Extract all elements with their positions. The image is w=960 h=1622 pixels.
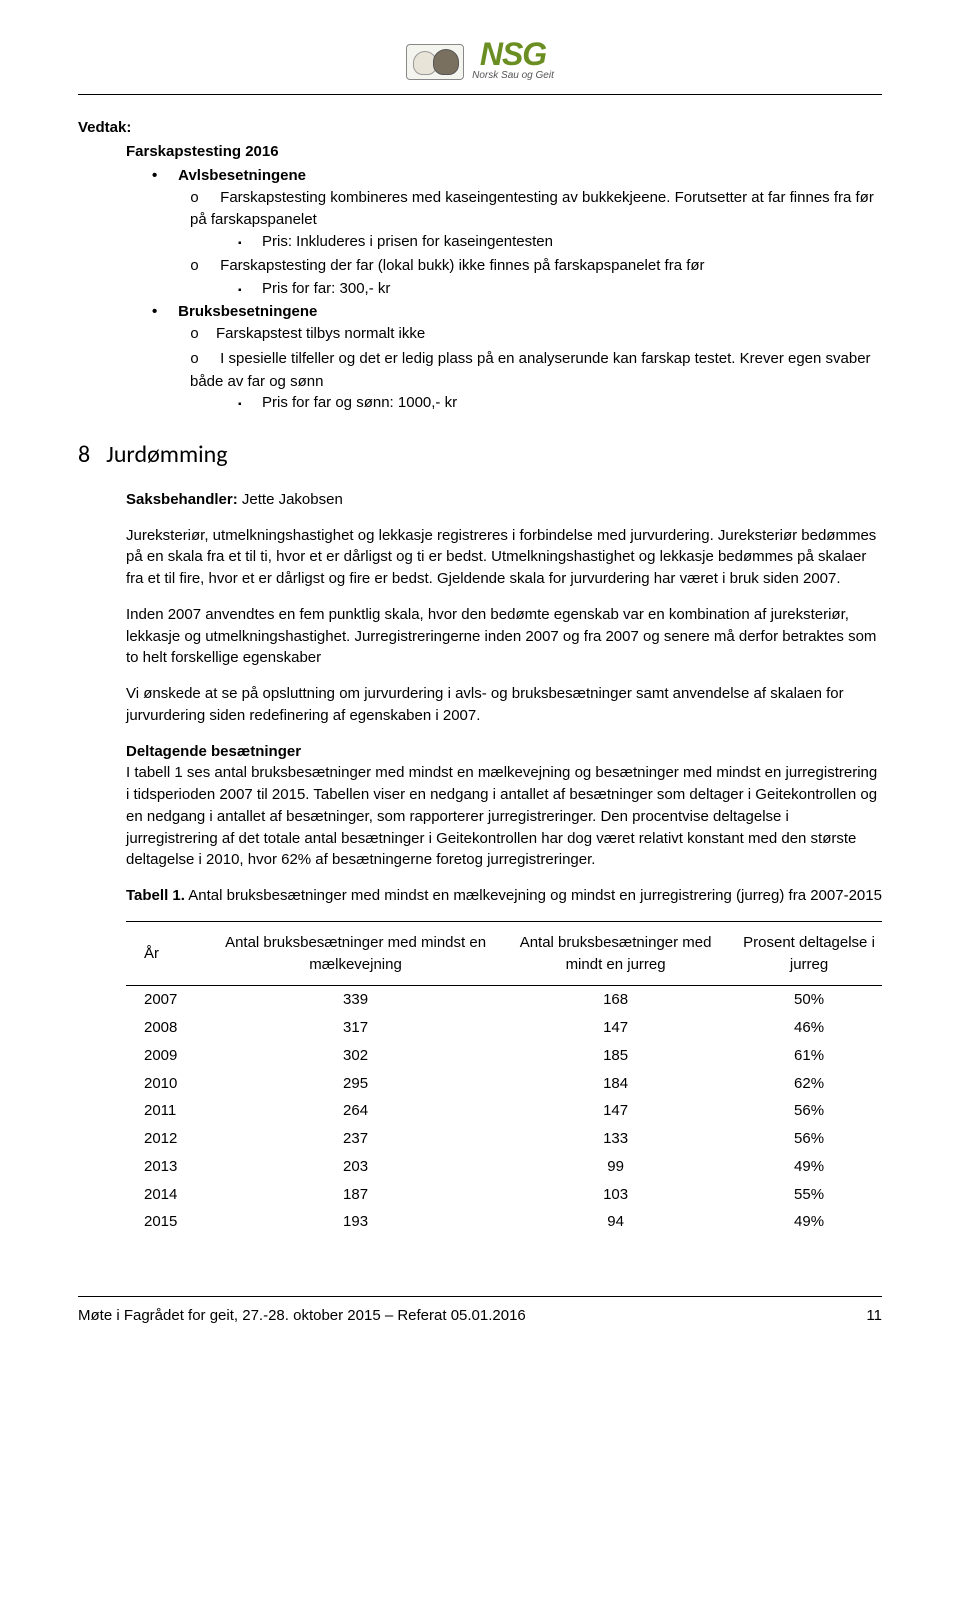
table-cell: 203: [216, 1153, 495, 1181]
logo-brand: NSG: [472, 40, 554, 69]
header-logo: NSG Norsk Sau og Geit: [78, 40, 882, 86]
sub-sub-item: Pris: Inkluderes i prisen for kaseingent…: [238, 231, 882, 253]
col-header: Antal bruksbesætninger med mindst en mæl…: [216, 921, 495, 986]
table-cell: 49%: [736, 1153, 882, 1181]
handler-label: Saksbehandler:: [126, 491, 238, 508]
handler-name: Jette Jakobsen: [242, 491, 343, 508]
header-rule: [78, 94, 882, 95]
table-cell: 2011: [126, 1097, 216, 1125]
table-row: 201029518462%: [126, 1070, 882, 1098]
subheading: Deltagende besætninger: [126, 741, 882, 763]
bullet-label: Avlsbesetningene: [178, 167, 306, 184]
table-cell: 147: [495, 1014, 736, 1042]
paragraph: Vi ønskede at se på opsluttning om jurvu…: [126, 683, 882, 727]
sub-item: Farskapstesting der far (lokal bukk) ikk…: [190, 255, 882, 300]
vedtak-block: Vedtak: Farskapstesting 2016 Avlsbesetni…: [78, 117, 882, 414]
sub-item: Farskapstesting kombineres med kaseingen…: [190, 187, 882, 253]
table-cell: 2009: [126, 1042, 216, 1070]
bullet-item: Avlsbesetningene Farskapstesting kombine…: [152, 165, 882, 300]
table-cell: 264: [216, 1097, 495, 1125]
table-row: 200831714746%: [126, 1014, 882, 1042]
vedtak-label: Vedtak:: [78, 117, 882, 139]
table-cell: 168: [495, 986, 736, 1014]
table-cell: 147: [495, 1097, 736, 1125]
data-table: År Antal bruksbesætninger med mindst en …: [126, 921, 882, 1236]
table-cell: 187: [216, 1181, 495, 1209]
sub-sub-item: Pris for far og sønn: 1000,- kr: [238, 392, 882, 414]
bullet-label: Bruksbesetningene: [178, 303, 317, 320]
table-row: 200930218561%: [126, 1042, 882, 1070]
paragraph: I tabell 1 ses antal bruksbesætninger me…: [126, 762, 882, 871]
table-caption-label: Tabell 1.: [126, 887, 185, 904]
table-row: 20151939449%: [126, 1208, 882, 1236]
table-cell: 2007: [126, 986, 216, 1014]
table-cell: 317: [216, 1014, 495, 1042]
table-cell: 295: [216, 1070, 495, 1098]
table-header-row: År Antal bruksbesætninger med mindst en …: [126, 921, 882, 986]
table-cell: 2014: [126, 1181, 216, 1209]
table-cell: 185: [495, 1042, 736, 1070]
page-footer: Møte i Fagrådet for geit, 27.-28. oktobe…: [0, 1305, 960, 1367]
table-cell: 2013: [126, 1153, 216, 1181]
col-header: Antal bruksbesætninger med mindt en jurr…: [495, 921, 736, 986]
sub-text: Farskapstesting der far (lokal bukk) ikk…: [220, 257, 704, 274]
col-header: År: [126, 921, 216, 986]
handler-line: Saksbehandler: Jette Jakobsen: [126, 489, 882, 511]
table-row: 20132039949%: [126, 1153, 882, 1181]
table-cell: 103: [495, 1181, 736, 1209]
table-cell: 56%: [736, 1097, 882, 1125]
table-cell: 2015: [126, 1208, 216, 1236]
logo: NSG Norsk Sau og Geit: [406, 40, 554, 83]
table-cell: 61%: [736, 1042, 882, 1070]
bullet-item: Bruksbesetningene Farskapstest tilbys no…: [152, 301, 882, 414]
table-cell: 2010: [126, 1070, 216, 1098]
footer-left: Møte i Fagrådet for geit, 27.-28. oktobe…: [78, 1305, 526, 1327]
table-cell: 237: [216, 1125, 495, 1153]
sub-item: I spesielle tilfeller og det er ledig pl…: [190, 348, 882, 414]
logo-animal-icon: [406, 44, 464, 80]
table-caption: Tabell 1. Antal bruksbesætninger med min…: [126, 885, 882, 907]
vedtak-title: Farskapstesting 2016: [126, 141, 882, 163]
section-number: 8: [78, 438, 90, 473]
table-cell: 99: [495, 1153, 736, 1181]
table-caption-text: Antal bruksbesætninger med mindst en mæl…: [185, 887, 882, 904]
table-cell: 339: [216, 986, 495, 1014]
paragraph: Jureksteriør, utmelkningshastighet og le…: [126, 525, 882, 590]
logo-tagline: Norsk Sau og Geit: [472, 69, 554, 84]
table-cell: 184: [495, 1070, 736, 1098]
table-cell: 55%: [736, 1181, 882, 1209]
table-cell: 193: [216, 1208, 495, 1236]
table-cell: 302: [216, 1042, 495, 1070]
table-cell: 2008: [126, 1014, 216, 1042]
table-row: 201126414756%: [126, 1097, 882, 1125]
table-cell: 56%: [736, 1125, 882, 1153]
table-row: 201418710355%: [126, 1181, 882, 1209]
section-heading: 8 Jurdømming: [78, 438, 882, 473]
table-row: 201223713356%: [126, 1125, 882, 1153]
table-cell: 49%: [736, 1208, 882, 1236]
sub-item: Farskapstest tilbys normalt ikke: [190, 323, 882, 346]
table-cell: 50%: [736, 986, 882, 1014]
table-row: 200733916850%: [126, 986, 882, 1014]
col-header: Prosent deltagelse i jurreg: [736, 921, 882, 986]
table-cell: 94: [495, 1208, 736, 1236]
table-cell: 2012: [126, 1125, 216, 1153]
table-cell: 133: [495, 1125, 736, 1153]
table-cell: 46%: [736, 1014, 882, 1042]
sub-text: Farskapstesting kombineres med kaseingen…: [190, 189, 874, 229]
paragraph: Inden 2007 anvendtes en fem punktlig ska…: [126, 604, 882, 669]
sub-sub-item: Pris for far: 300,- kr: [238, 278, 882, 300]
sub-text: I spesielle tilfeller og det er ledig pl…: [190, 350, 871, 390]
section-title: Jurdømming: [106, 438, 227, 473]
footer-page-number: 11: [866, 1305, 882, 1327]
footer-rule: [78, 1296, 882, 1297]
table-cell: 62%: [736, 1070, 882, 1098]
